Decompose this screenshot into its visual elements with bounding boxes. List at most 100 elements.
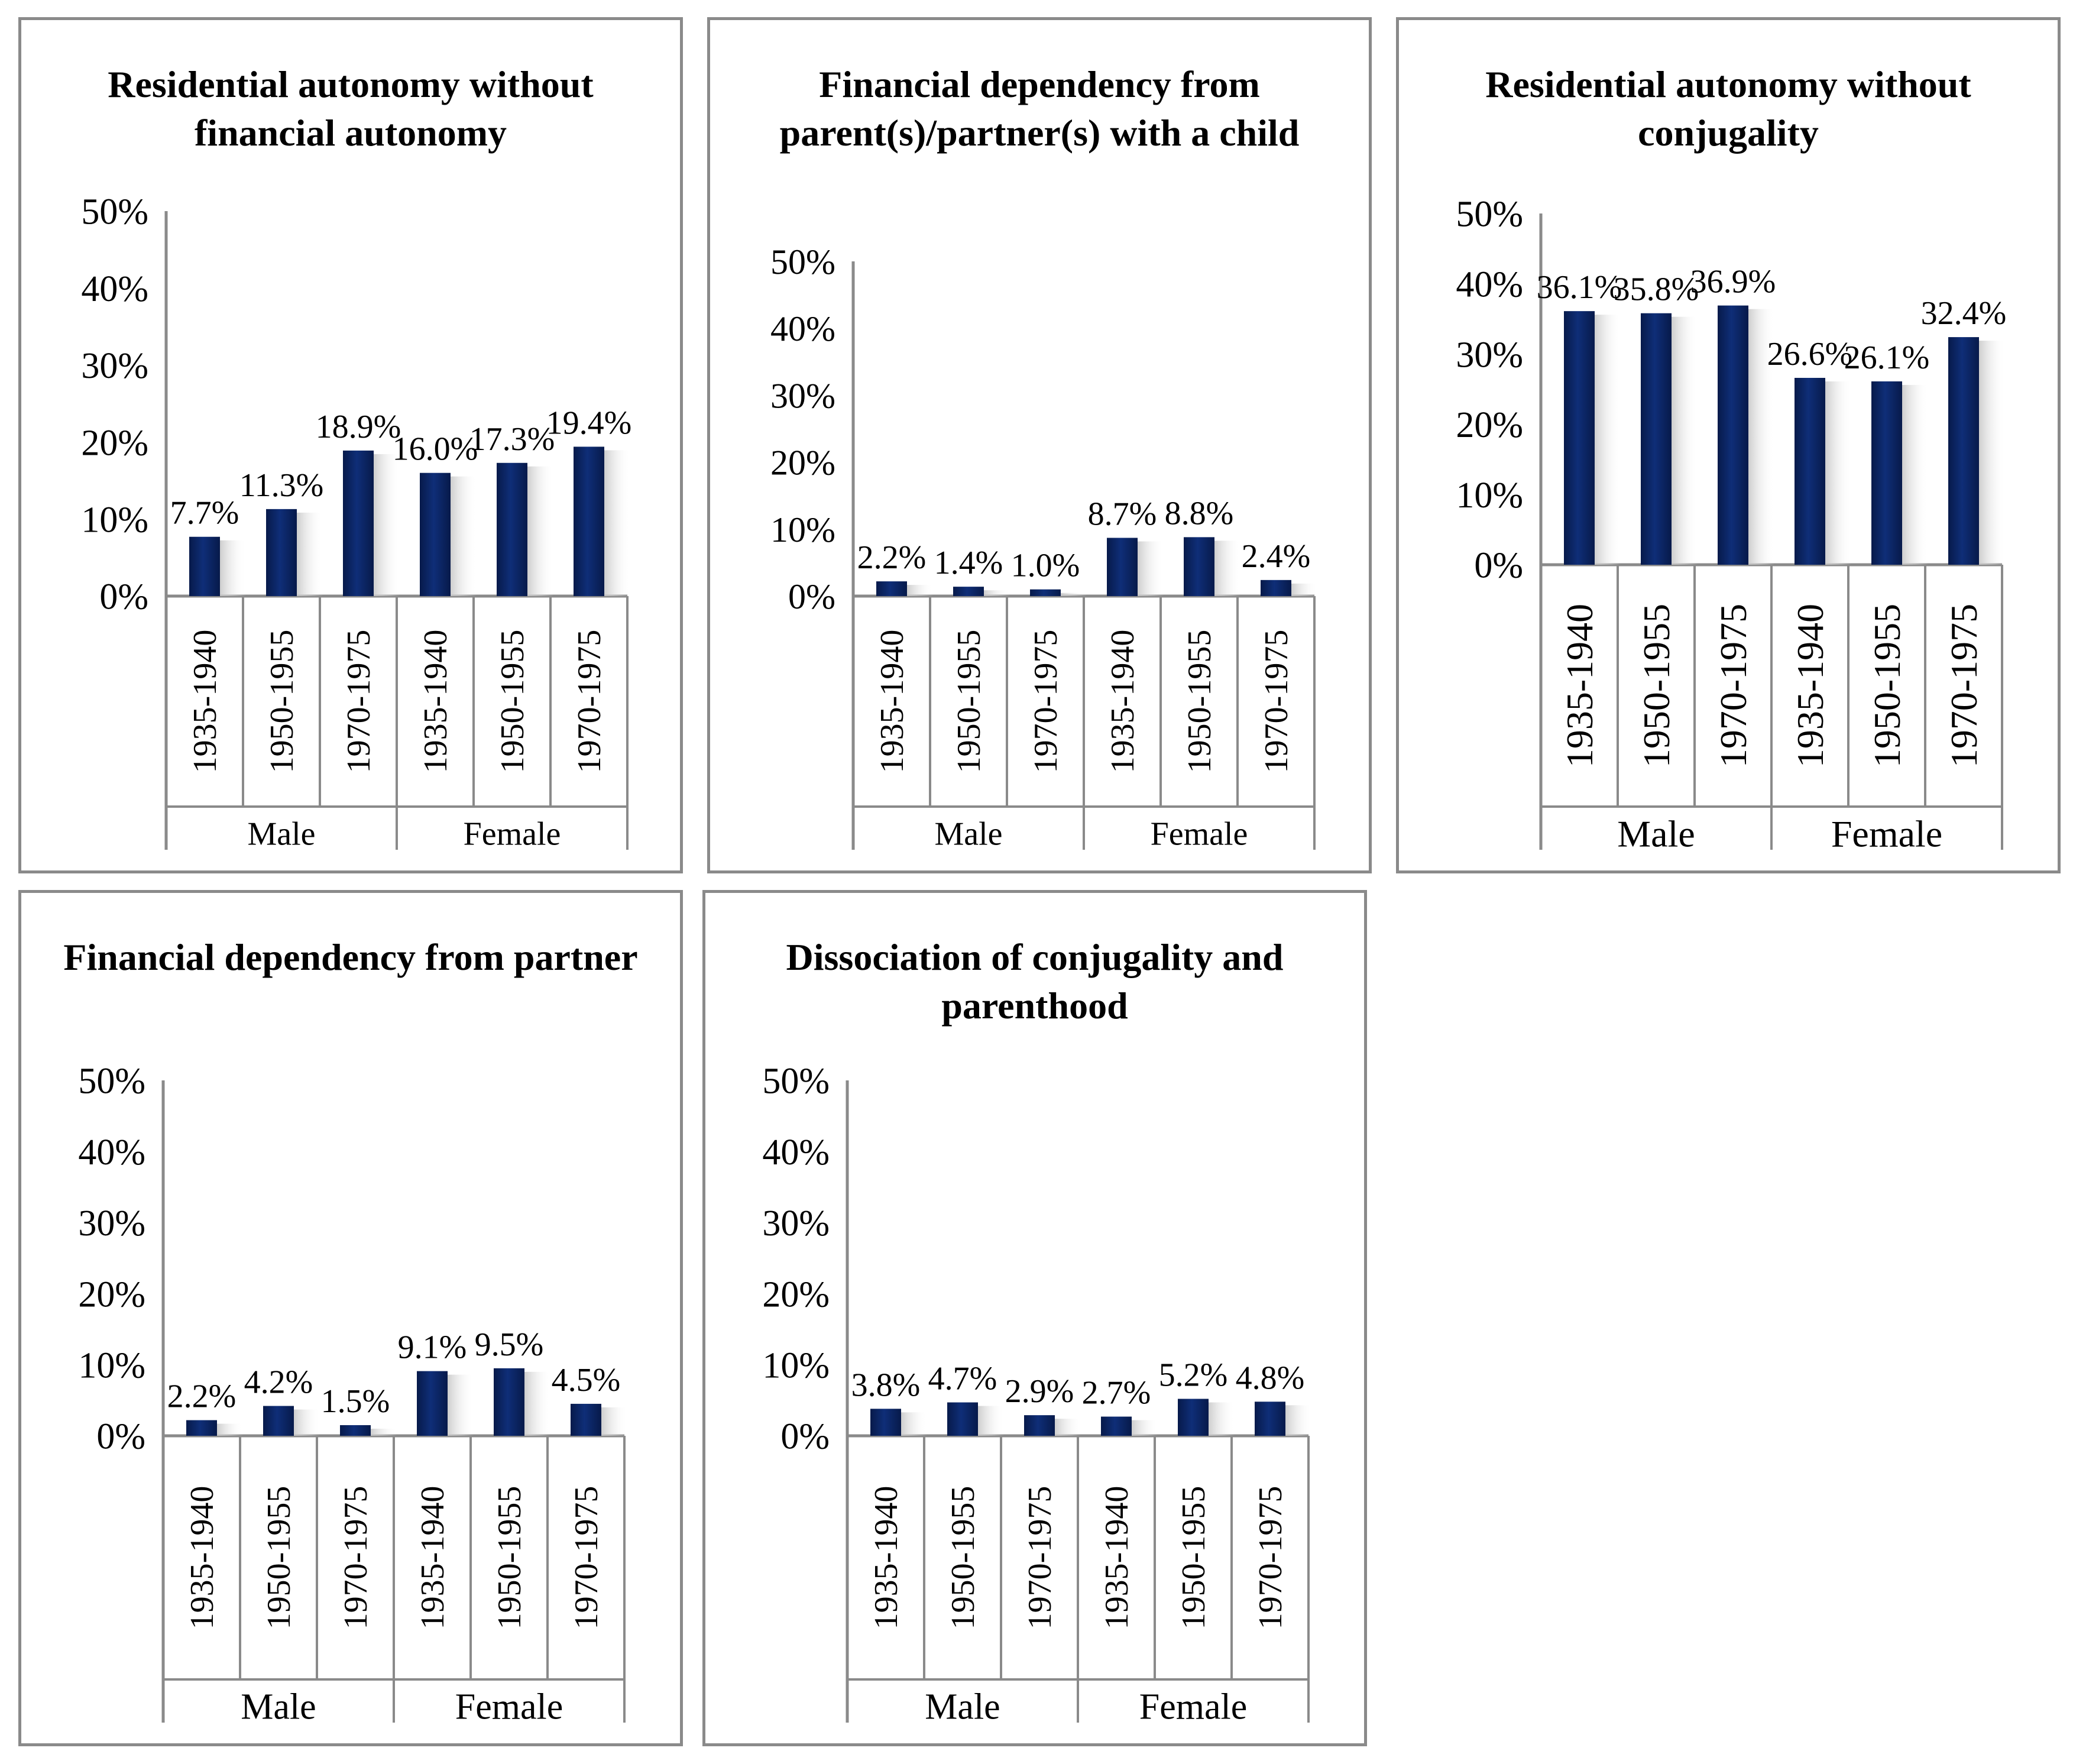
x-tick-label: 1970-1975 [571, 630, 608, 773]
y-tick-label: 0% [1474, 546, 1523, 586]
data-label: 36.1% [1537, 269, 1622, 306]
bar-shadow [1291, 583, 1317, 596]
bar-shadow [527, 466, 553, 596]
x-tick-label: 1970-1975 [341, 630, 377, 773]
bar-shadow [1061, 593, 1087, 596]
bar-shadow [374, 454, 400, 596]
bar-shadow [978, 1406, 1004, 1436]
y-tick-label: 20% [762, 1274, 830, 1315]
bar [1184, 537, 1214, 596]
y-tick-label: 50% [770, 242, 835, 281]
chart-panel-financial-dependency-child: Financial dependency from parent(s)/part… [707, 17, 1372, 873]
bar-shadow [524, 1371, 550, 1436]
y-tick-label: 10% [1456, 475, 1523, 516]
chart-panel-dissociation-conjugality-parenthood: Dissociation of conjugality and parentho… [702, 890, 1367, 1746]
x-tick-label: 1950-1955 [945, 1486, 982, 1630]
x-tick-label: 1950-1955 [1635, 604, 1677, 768]
chart-title: Financial dependency from parent(s)/part… [779, 63, 1300, 154]
bar-chart: 0% 10% 20% 30% 40% 50% 3.8% 1935-1940 4.7% 1950-1… [762, 1061, 1311, 1727]
bar [953, 587, 984, 596]
bar [263, 1406, 294, 1436]
y-tick-label: 20% [770, 444, 835, 483]
data-label: 8.7% [1088, 496, 1157, 533]
x-tick-label: 1950-1955 [1866, 604, 1908, 768]
chart-title: Residential autonomy without financial a… [108, 63, 594, 154]
x-tick-label: 1935-1940 [1099, 1486, 1135, 1630]
x-tick-label: 1935-1940 [1104, 630, 1141, 773]
x-tick-label: 1950-1955 [261, 1486, 297, 1630]
x-tick-label: 1950-1955 [951, 630, 987, 773]
y-tick-label: 50% [762, 1061, 830, 1102]
chart-title: Financial dependency from partner [63, 936, 638, 978]
x-tick-label: 1970-1975 [1258, 630, 1295, 773]
bar [1564, 311, 1595, 565]
data-label: 4.8% [1236, 1360, 1305, 1396]
x-tick-label: 1935-1940 [874, 630, 911, 773]
bar [574, 446, 604, 596]
data-label: 8.8% [1165, 495, 1234, 532]
x-tick-label: 1970-1975 [568, 1486, 605, 1630]
bar [417, 1371, 448, 1436]
bar [1255, 1402, 1285, 1436]
y-tick-label: 40% [762, 1132, 830, 1173]
x-tick-label: 1970-1975 [1022, 1486, 1058, 1630]
chart-title: Residential autonomy without conjugality [1485, 63, 1971, 154]
bar [1030, 589, 1061, 596]
y-tick-label: 30% [81, 346, 148, 386]
y-tick-label: 50% [1456, 195, 1523, 235]
y-tick-label: 10% [81, 500, 148, 540]
y-tick-label: 30% [770, 376, 835, 415]
bar-shadow [1209, 1402, 1235, 1436]
bar-chart: 0% 10% 20% 30% 40% 50% 2.2% 1935-1940 4.2% 1950-1… [78, 1061, 627, 1727]
x-tick-label: 1970-1975 [1028, 630, 1064, 773]
group-label: Male [241, 1687, 316, 1727]
data-label: 7.7% [170, 495, 239, 532]
bar-shadow [1672, 316, 1698, 565]
bar-shadow [448, 1374, 474, 1436]
data-label: 32.4% [1921, 295, 2007, 332]
data-label: 17.3% [469, 421, 555, 458]
group-label: Female [464, 816, 561, 853]
data-label: 16.0% [393, 431, 478, 468]
x-tick-label: 1935-1940 [414, 1486, 451, 1630]
x-tick-label: 1970-1975 [1712, 604, 1754, 768]
chart-panel-residential-autonomy-conjugality: Residential autonomy without conjugality… [1396, 17, 2061, 873]
bar [1101, 1416, 1132, 1436]
bar [1107, 538, 1138, 596]
y-tick-label: 10% [78, 1346, 145, 1386]
data-label: 1.0% [1011, 548, 1080, 584]
y-tick-label: 10% [770, 510, 835, 549]
bar-shadow [297, 512, 323, 596]
y-tick-label: 0% [99, 577, 148, 617]
y-tick-label: 20% [78, 1274, 145, 1315]
data-label: 9.5% [475, 1326, 544, 1363]
bar-shadow [601, 1407, 627, 1436]
group-label: Female [1831, 813, 1942, 855]
bar-chart: 0% 10% 20% 30% 40% 50% 2.2% 1935-1940 1.4% 1950-1… [770, 242, 1317, 853]
bar-shadow [984, 590, 1010, 596]
data-label: 19.4% [546, 404, 632, 441]
x-tick-label: 1950-1955 [1181, 630, 1218, 773]
bar [494, 1368, 524, 1436]
bar [1948, 337, 1979, 565]
bar [340, 1425, 371, 1436]
y-tick-label: 50% [78, 1061, 145, 1102]
bar [876, 581, 907, 596]
x-tick-label: 1970-1975 [1252, 1486, 1289, 1630]
y-tick-label: 40% [78, 1132, 145, 1173]
y-tick-label: 0% [96, 1417, 145, 1457]
group-label: Male [247, 816, 315, 853]
bar-chart: 0% 10% 20% 30% 40% 50% 7.7% 1935-1940 11.3% 1950-… [81, 192, 632, 853]
data-label: 4.7% [928, 1361, 997, 1397]
bar-shadow [294, 1409, 320, 1436]
bar-chart: 0% 10% 20% 30% 40% 50% 36.1% 1935-1940 35.8% 1950… [1456, 195, 2007, 855]
x-tick-label: 1935-1940 [1789, 604, 1831, 768]
y-tick-label: 30% [762, 1203, 830, 1244]
data-label: 2.4% [1242, 538, 1311, 575]
data-label: 18.9% [316, 409, 401, 445]
bar [1261, 580, 1291, 596]
data-label: 26.1% [1844, 339, 1930, 376]
bar [1718, 305, 1748, 565]
bar-shadow [1138, 541, 1164, 596]
x-tick-label: 1935-1940 [417, 630, 454, 773]
